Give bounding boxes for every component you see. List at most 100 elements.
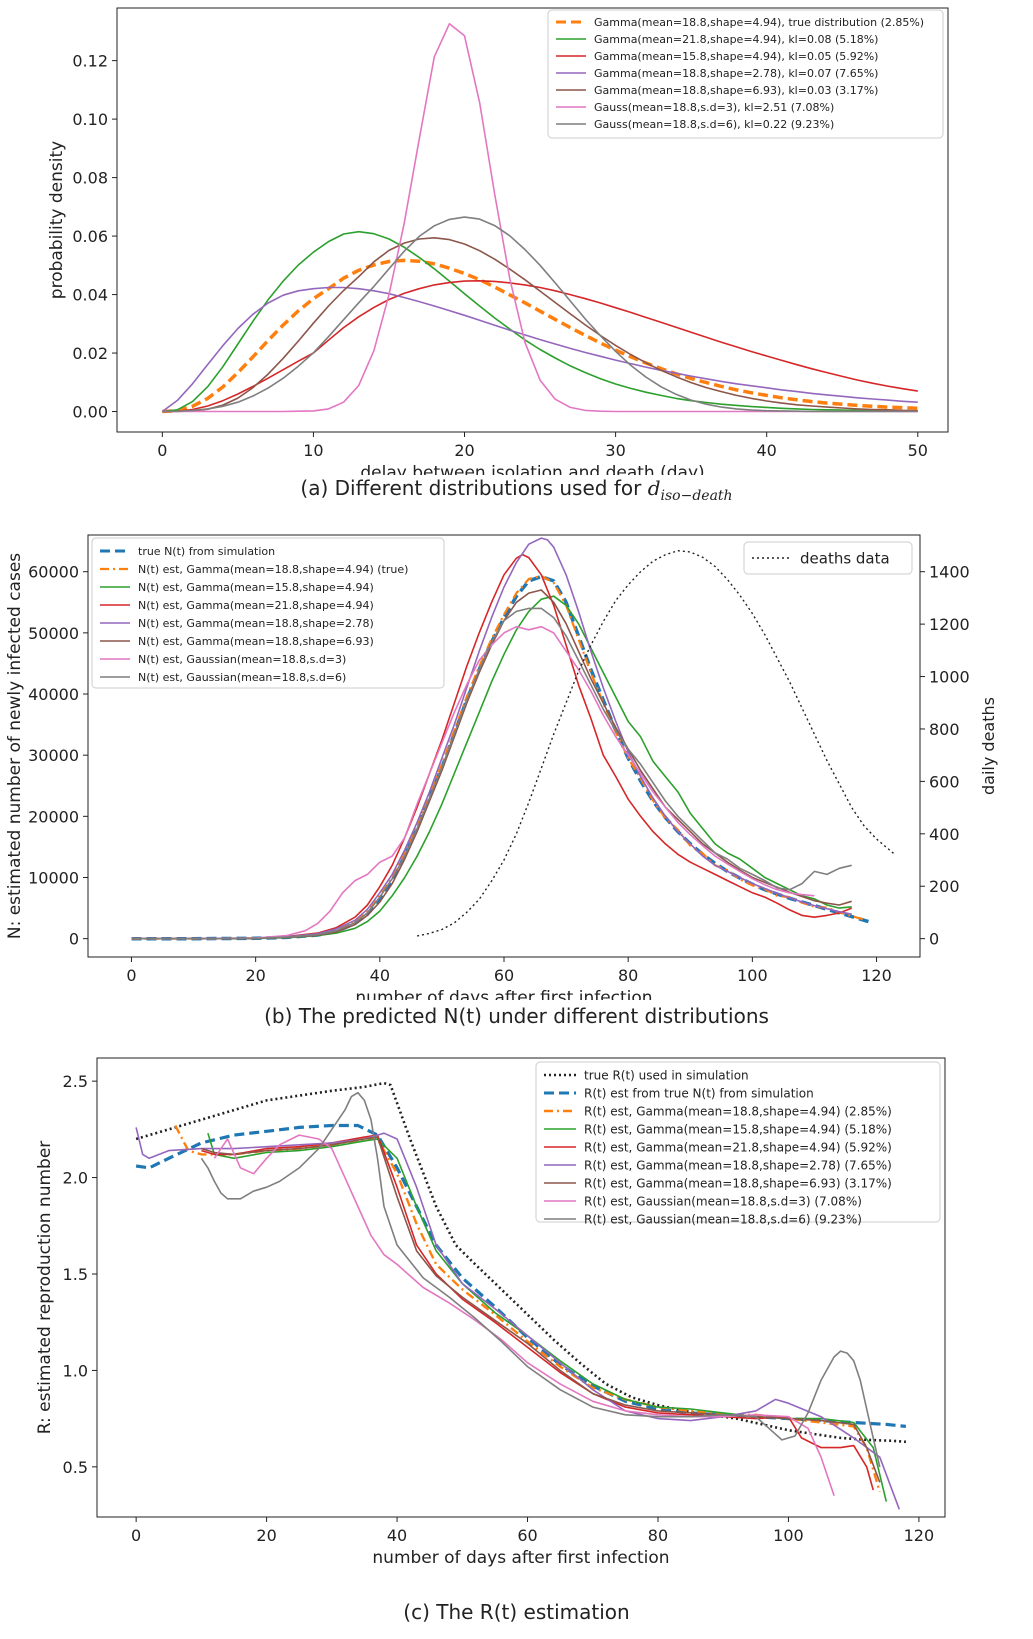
legend-label: Gamma(mean=18.8,shape=2.78), kl=0.07 (7.… xyxy=(594,67,878,80)
y-axis-label: R: estimated reproduction number xyxy=(35,1141,55,1435)
chart-c-rt: 0 20 40 60 80 100 120 0.5 1.0 1.5 2.0 2.5 number of … xyxy=(35,1057,946,1568)
legend-label: Gamma(mean=18.8,shape=6.93), kl=0.03 (3.… xyxy=(594,84,878,97)
caption-b: (b) The predicted N(t) under different d… xyxy=(0,1004,1033,1028)
y-tick-label: 1.5 xyxy=(63,1265,88,1284)
series-line-7 xyxy=(213,1134,835,1497)
series-line-5 xyxy=(131,589,852,940)
y-tick-label: 0.12 xyxy=(72,52,108,71)
y-tick-label: 20000 xyxy=(28,807,79,826)
y-tick-label: 2.0 xyxy=(63,1169,88,1188)
chart-b-nt: 0 20 40 60 80 100 1200100002000030000400005000… xyxy=(5,534,998,1000)
series-line-0 xyxy=(162,258,918,414)
plot-frame xyxy=(96,1057,946,1518)
y2-tick-label: 0 xyxy=(929,930,939,949)
series-line-8 xyxy=(200,1091,881,1468)
x-tick-label: 20 xyxy=(245,966,265,985)
y-tick-label: 0.00 xyxy=(72,403,108,422)
legend-label: R(t) est, Gamma(mean=18.8,shape=4.94) (2… xyxy=(584,1104,892,1118)
x-tick-label: 30 xyxy=(605,441,625,460)
series-line-1 xyxy=(131,574,865,940)
y-tick-label: 60000 xyxy=(28,563,79,582)
y2-tick-label: 1000 xyxy=(929,668,970,687)
panel-c: 0 20 40 60 80 100 120 0.5 1.0 1.5 2.0 2.5 number of … xyxy=(0,1050,1033,1639)
panel-a: 0 10 20 30 40 50 0.00 0.02 0.04 0.06 0.08 0.10 0.12 d… xyxy=(0,0,1033,510)
caption-a-text: (a) Different distributions used for xyxy=(300,476,642,500)
series-line-2 xyxy=(162,279,918,413)
x-tick-label: 100 xyxy=(737,966,768,985)
y-tick-label: 2.5 xyxy=(63,1072,88,1091)
caption-a-math: d xyxy=(647,476,661,500)
x-tick-label: 0 xyxy=(126,966,136,985)
x-tick-label: 40 xyxy=(387,1526,407,1545)
legend-label: N(t) est, Gamma(mean=18.8,shape=4.94) (t… xyxy=(138,563,408,576)
legend-label: Gamma(mean=15.8,shape=4.94), kl=0.05 (5.… xyxy=(594,50,878,63)
series-line-4 xyxy=(131,537,852,940)
x-tick-label: 0 xyxy=(131,1526,141,1545)
y-tick-label: 0.5 xyxy=(63,1458,88,1477)
x-tick-label: 20 xyxy=(454,441,474,460)
x-tick-label: 40 xyxy=(370,966,390,985)
y-axis-label: probability density xyxy=(47,141,67,299)
legend-label: N(t) est, Gamma(mean=18.8,shape=6.93) xyxy=(138,635,374,648)
series-line-4 xyxy=(201,1134,874,1491)
y2-tick-label: 1200 xyxy=(929,615,970,634)
series-line-2 xyxy=(131,595,852,940)
x-tick-label: 10 xyxy=(303,441,323,460)
y2-tick-label: 200 xyxy=(929,877,960,896)
x-tick-label: 20 xyxy=(256,1526,276,1545)
y-tick-label: 1.0 xyxy=(63,1361,88,1380)
legend-label: R(t) est, Gamma(mean=21.8,shape=4.94) (5… xyxy=(584,1140,892,1154)
legend-label: true R(t) used in simulation xyxy=(584,1068,749,1082)
legend-label: N(t) est, Gamma(mean=21.8,shape=4.94) xyxy=(138,599,374,612)
caption-a: (a) Different distributions used for dis… xyxy=(0,476,1033,504)
caption-b-text: (b) The predicted N(t) under different d… xyxy=(264,1004,769,1028)
y-tick-label: 50000 xyxy=(28,624,79,643)
legend-label: R(t) est, Gamma(mean=18.8,shape=2.78) (7… xyxy=(584,1158,892,1172)
panel-b: 0 20 40 60 80 100 120 0 10000 20000 30000 40000 5000… xyxy=(0,520,1033,1040)
plot-frame xyxy=(116,7,949,433)
legend-box xyxy=(547,9,944,139)
y2-tick-label: 600 xyxy=(929,772,960,791)
x-tick-label: 80 xyxy=(648,1526,668,1545)
y-tick-label: 0.04 xyxy=(72,286,108,305)
y-tick-label: 0.10 xyxy=(72,110,108,129)
x-tick-label: 0 xyxy=(157,441,167,460)
chart-a-distributions: 0 10 20 30 40 50 0.00 0.02 0.04 0.06 0.08 0.10 0.12 d… xyxy=(47,7,949,475)
x-axis-label: number of days after first infection xyxy=(355,988,652,1000)
caption-c: (c) The R(t) estimation xyxy=(0,1600,1033,1624)
legend-label: N(t) est, Gamma(mean=15.8,shape=4.94) xyxy=(138,581,374,594)
y-tick-label: 40000 xyxy=(28,685,79,704)
series-line-6 xyxy=(162,216,918,413)
y2-tick-label: 400 xyxy=(929,825,960,844)
legend-box xyxy=(535,1061,941,1223)
y-tick-label: 0.08 xyxy=(72,169,108,188)
legend-label: N(t) est, Gamma(mean=18.8,shape=2.78) xyxy=(138,617,374,630)
x-tick-label: 100 xyxy=(773,1526,804,1545)
y2-axis-label: daily deaths xyxy=(979,697,998,795)
y2-tick-label: 1400 xyxy=(929,563,970,582)
x-tick-label: 40 xyxy=(757,441,777,460)
legend-label: N(t) est, Gaussian(mean=18.8,s.d=6) xyxy=(138,671,346,684)
y-axis-label: N: estimated number of newly infected ca… xyxy=(5,553,25,939)
y2-tick-label: 800 xyxy=(929,720,960,739)
series-line-7 xyxy=(131,607,852,940)
legend-label: N(t) est, Gaussian(mean=18.8,s.d=3) xyxy=(138,653,346,666)
x-tick-label: 50 xyxy=(908,441,928,460)
legend-label: R(t) est, Gamma(mean=18.8,shape=6.93) (3… xyxy=(584,1176,892,1190)
x-tick-label: 120 xyxy=(904,1526,935,1545)
caption-a-sub: iso−death xyxy=(660,488,733,504)
series-line-6 xyxy=(131,625,815,940)
legend-label: Gauss(mean=18.8,s.d=6), kl=0.22 (9.23%) xyxy=(594,118,834,131)
x-tick-label: 60 xyxy=(517,1526,537,1545)
legend-label: R(t) est, Gamma(mean=15.8,shape=4.94) (5… xyxy=(584,1122,892,1136)
legend-label: deaths data xyxy=(800,549,890,567)
legend-label: Gamma(mean=18.8,shape=4.94), true distri… xyxy=(594,16,924,29)
legend-label: Gamma(mean=21.8,shape=4.94), kl=0.08 (5.… xyxy=(594,33,878,46)
legend-box xyxy=(91,537,445,689)
series-line-3 xyxy=(131,553,852,940)
series-line-8 xyxy=(416,550,896,937)
series-line-4 xyxy=(162,237,918,413)
legend-label: Gauss(mean=18.8,s.d=3), kl=2.51 (7.08%) xyxy=(594,101,834,114)
x-tick-label: 60 xyxy=(494,966,514,985)
y-tick-label: 10000 xyxy=(28,868,79,887)
